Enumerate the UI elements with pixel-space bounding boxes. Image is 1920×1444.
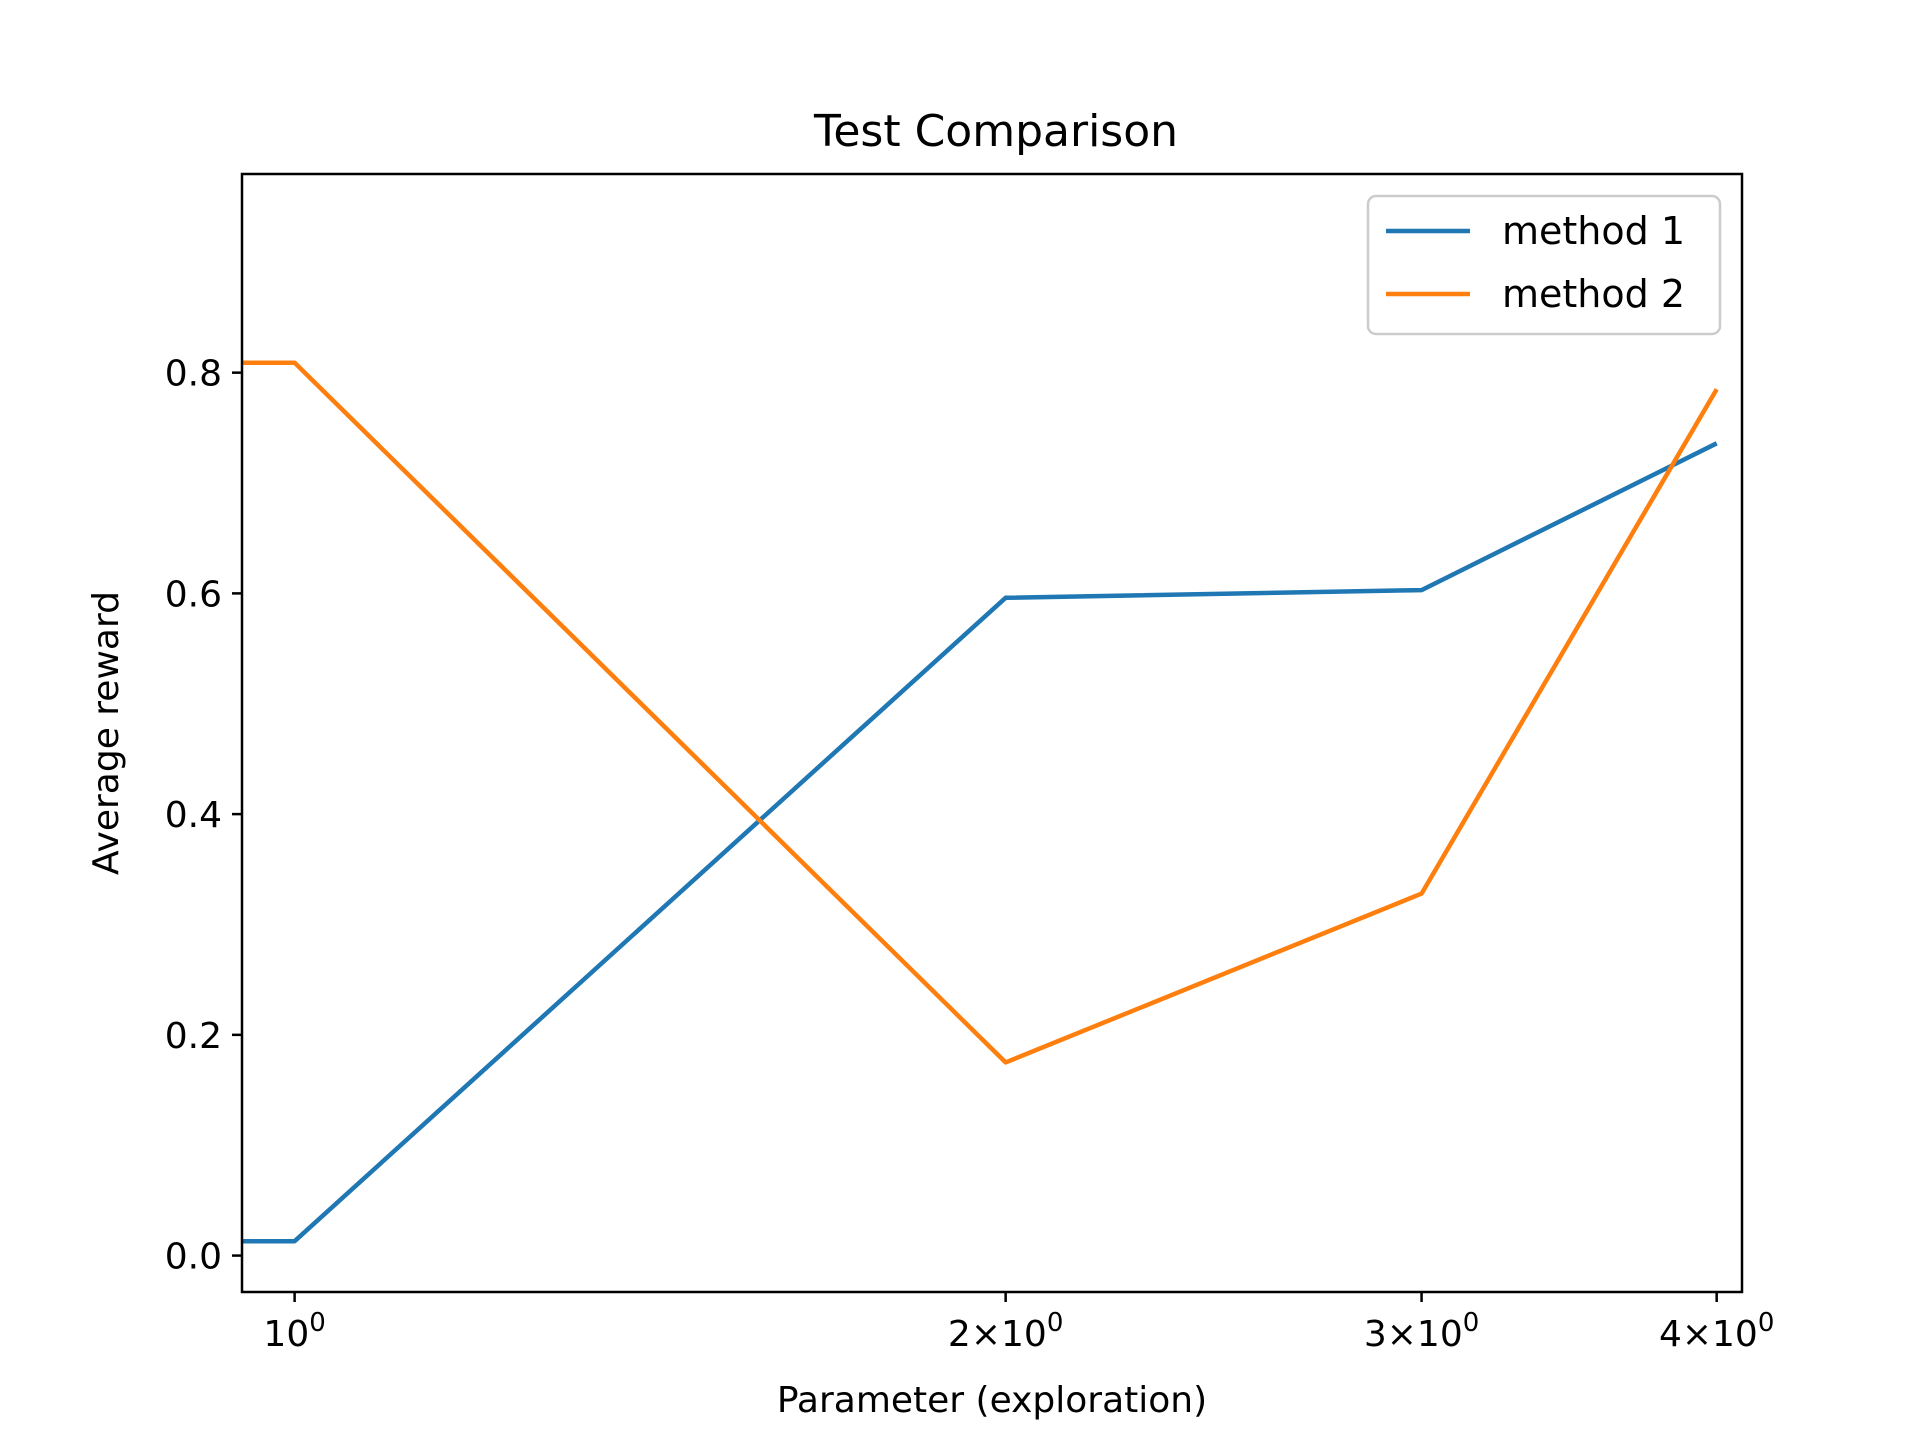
y-tick-label: 0.4 [165, 795, 222, 836]
x-tick-exponent: 0 [1758, 1308, 1775, 1338]
x-tick-mantissa: 3×10 [1364, 1314, 1463, 1355]
y-tick-label: 0.0 [165, 1237, 222, 1278]
y-tick-label: 0.8 [165, 354, 222, 395]
y-axis: 0.0 0.2 0.4 0.6 0.8 [165, 354, 242, 1278]
y-axis-label: Average reward [86, 591, 127, 875]
legend-label-1: method 1 [1502, 209, 1685, 253]
series-line-2 [242, 360, 1719, 1065]
legend: method 1 method 2 [1366, 194, 1722, 336]
plot-frame [240, 172, 1744, 1294]
x-tick-mantissa: 2×10 [948, 1314, 1047, 1355]
x-tick-label: 4×100 [1659, 1308, 1774, 1355]
x-tick-base: 10 [263, 1314, 309, 1355]
x-axis: 100 2×100 3×100 4×100 [263, 1292, 1774, 1355]
y-tick-label: 0.6 [165, 574, 222, 615]
x-tick-exponent: 0 [1463, 1308, 1480, 1338]
chart-title: Test Comparison [813, 106, 1178, 157]
x-tick-label: 3×100 [1364, 1308, 1479, 1355]
x-tick-label: 2×100 [948, 1308, 1063, 1355]
x-tick-label: 100 [263, 1308, 325, 1355]
x-tick-exponent: 0 [1047, 1308, 1064, 1338]
series-layer [242, 360, 1719, 1244]
x-axis-label: Parameter (exploration) [777, 1380, 1207, 1421]
legend-label-2: method 2 [1502, 272, 1685, 316]
x-tick-exponent: 0 [309, 1308, 326, 1338]
series-line-1 [242, 441, 1718, 1244]
x-tick-mantissa: 4×10 [1659, 1314, 1758, 1355]
y-tick-label: 0.2 [165, 1016, 222, 1057]
